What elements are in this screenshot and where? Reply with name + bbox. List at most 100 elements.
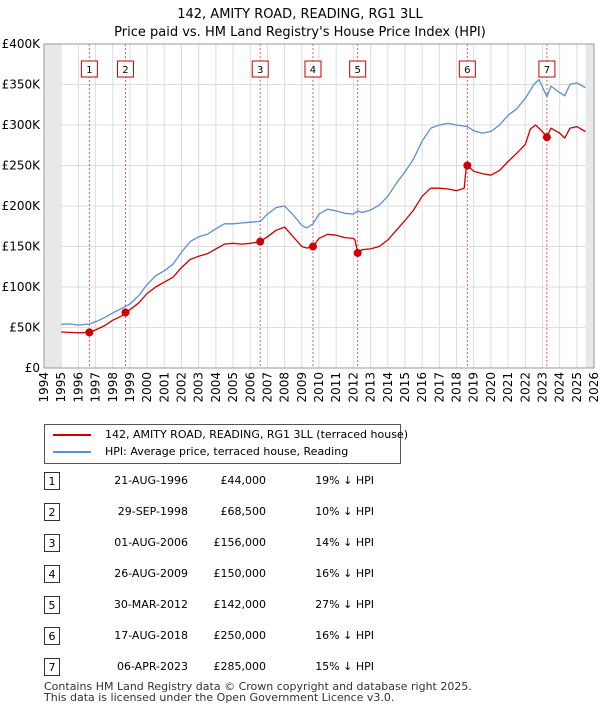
sale-number: 2	[44, 503, 60, 521]
x-tick-label: 2019	[467, 372, 481, 403]
post-data-band	[585, 44, 594, 368]
sale-number: 3	[44, 534, 60, 552]
table-row: 7 06-APR-2023 £285,000 15% ↓ HPI	[44, 658, 384, 676]
sale-date: 17-AUG-2018	[114, 629, 188, 642]
y-tick-label: £0	[25, 361, 40, 375]
x-tick-label: 2003	[192, 372, 206, 403]
x-tick-label: 2022	[518, 372, 532, 403]
sale-price: £44,000	[220, 474, 267, 487]
sale-price: £156,000	[213, 536, 267, 549]
sale-price: £68,500	[220, 505, 267, 518]
x-tick-label: 2008	[278, 372, 292, 403]
x-tick-label: 2002	[175, 372, 189, 403]
sale-point	[121, 308, 130, 317]
x-tick-label: 2025	[570, 372, 584, 403]
x-tick-label: 1994	[37, 372, 51, 403]
x-tick-label: 1995	[54, 372, 68, 403]
sale-date: 30-MAR-2012	[113, 598, 188, 611]
sale-label-box	[80, 60, 98, 78]
sale-label-box	[116, 60, 134, 78]
sale-label-number: 1	[86, 65, 92, 76]
sale-label-number: 3	[257, 65, 263, 76]
y-tick-label: £50K	[9, 321, 41, 335]
y-tick-label: £150K	[2, 240, 42, 254]
x-tick-label: 1998	[106, 372, 120, 403]
x-tick-label: 2020	[484, 372, 498, 403]
sale-point	[542, 133, 551, 142]
x-tick-label: 2021	[501, 372, 515, 403]
footer-licence: This data is licensed under the Open Gov…	[44, 691, 395, 704]
y-tick-label: £250K	[2, 159, 42, 173]
x-tick-label: 2009	[295, 372, 309, 403]
sale-hpi-diff: 10% ↓ HPI	[315, 505, 374, 518]
sale-number: 1	[44, 472, 60, 490]
y-tick-label: £350K	[2, 78, 42, 92]
sale-price: £150,000	[213, 567, 267, 580]
series-lines	[61, 78, 586, 334]
x-tick-label: 2004	[209, 372, 223, 403]
chart-title: 142, AMITY ROAD, READING, RG1 3LL Price …	[0, 6, 600, 42]
y-tick-label: £100K	[2, 280, 42, 294]
sale-label-box	[304, 60, 322, 78]
x-tick-label: 1997	[89, 372, 103, 403]
table-row: 4 26-AUG-2009 £150,000 16% ↓ HPI	[44, 565, 384, 583]
sale-price: £142,000	[213, 598, 267, 611]
x-tick-label: 2006	[243, 372, 257, 403]
sale-hpi-diff: 16% ↓ HPI	[315, 629, 374, 642]
sale-points	[85, 133, 551, 337]
sale-label-box	[458, 60, 476, 78]
sale-date: 01-AUG-2006	[114, 536, 188, 549]
x-tick-label: 2007	[260, 372, 274, 403]
x-tick-label: 2001	[157, 372, 171, 403]
legend-item-property: 142, AMITY ROAD, READING, RG1 3LL (terra…	[53, 427, 408, 443]
x-tick-label: 2013	[364, 372, 378, 403]
x-tick-label: 2023	[535, 372, 549, 403]
table-row: 1 21-AUG-1996 £44,000 19% ↓ HPI	[44, 472, 384, 490]
y-tick-label: £300K	[2, 118, 42, 132]
sale-point	[85, 328, 94, 337]
sale-price: £285,000	[213, 660, 267, 673]
y-tick-label: £200K	[2, 199, 42, 213]
sale-hpi-diff: 19% ↓ HPI	[315, 474, 374, 487]
sale-hpi-diff: 27% ↓ HPI	[315, 598, 374, 611]
sale-label-number: 7	[544, 65, 550, 76]
sale-label-number: 2	[122, 65, 128, 76]
legend-swatch-property	[53, 434, 91, 436]
footer: Contains HM Land Registry data © Crown c…	[44, 681, 472, 703]
property-series-line	[61, 124, 586, 334]
x-tick-label: 1999	[123, 372, 137, 403]
table-row: 5 30-MAR-2012 £142,000 27% ↓ HPI	[44, 596, 384, 614]
sale-price: £250,000	[213, 629, 267, 642]
sale-number: 4	[44, 565, 60, 583]
x-tick-label: 2000	[140, 372, 154, 403]
title-line-1: 142, AMITY ROAD, READING, RG1 3LL	[177, 7, 423, 22]
legend: 142, AMITY ROAD, READING, RG1 3LL (terra…	[44, 424, 408, 464]
x-tick-label: 2017	[432, 372, 446, 403]
sale-label-number: 6	[464, 65, 470, 76]
legend-swatch-hpi	[53, 451, 91, 453]
sale-label-box	[251, 60, 269, 78]
sale-date: 26-AUG-2009	[114, 567, 188, 580]
title-line-2: Price paid vs. HM Land Registry's House …	[114, 25, 486, 40]
x-tick-label: 2014	[381, 372, 395, 403]
sale-number: 6	[44, 627, 60, 645]
sale-label-box	[538, 60, 556, 78]
sale-date: 06-APR-2023	[116, 660, 188, 673]
x-tick-label: 2026	[587, 372, 600, 403]
axes: £0 £50K £100K £150K £200K £250K £300K £350K £400…	[2, 37, 600, 403]
legend-item-hpi: HPI: Average price, terraced house, Read…	[53, 444, 348, 460]
hpi-series-line	[61, 78, 586, 326]
plot-frame	[43, 43, 595, 369]
x-tick-label: 2010	[312, 372, 326, 403]
legend-label-property: 142, AMITY ROAD, READING, RG1 3LL (terra…	[105, 428, 408, 441]
sale-hpi-diff: 16% ↓ HPI	[315, 567, 374, 580]
table-row: 3 01-AUG-2006 £156,000 14% ↓ HPI	[44, 534, 384, 552]
x-tick-label: 2012	[346, 372, 360, 403]
table-row: 2 29-SEP-1998 £68,500 10% ↓ HPI	[44, 503, 384, 521]
sale-hpi-diff: 14% ↓ HPI	[315, 536, 374, 549]
x-tick-label: 2024	[553, 372, 567, 403]
sale-label-number: 5	[354, 65, 360, 76]
sale-label-box	[349, 60, 367, 78]
sale-point	[308, 242, 317, 251]
